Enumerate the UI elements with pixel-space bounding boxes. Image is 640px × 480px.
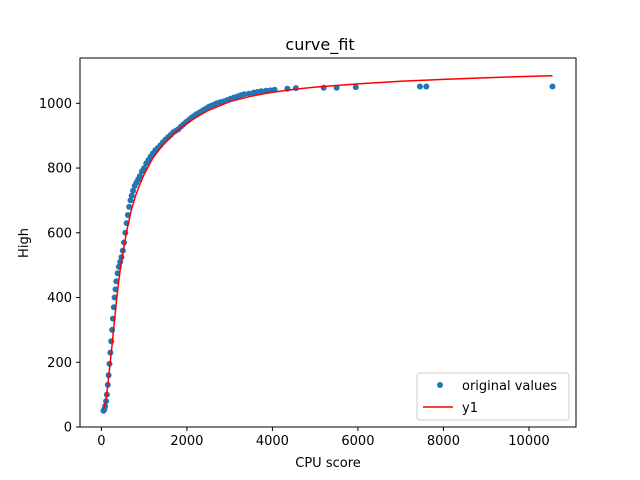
plot-area — [100, 75, 556, 414]
x-axis-title: CPU score — [295, 456, 361, 471]
y-tick-label: 0 — [64, 421, 72, 436]
legend-box — [416, 372, 570, 421]
data-point — [549, 83, 556, 90]
data-point — [352, 84, 359, 91]
x-axis: 0 2000 4000 6000 8000 10000 — [97, 427, 550, 449]
data-point — [241, 91, 248, 98]
y-axis-title: High — [17, 228, 32, 258]
y-tick-label: 800 — [47, 162, 72, 177]
chart-title: curve_fit — [285, 35, 354, 55]
y-axis: 0 200 400 600 800 1000 — [39, 97, 80, 436]
data-point — [126, 203, 133, 210]
x-tick-label: 10000 — [508, 434, 549, 449]
data-point — [245, 90, 252, 97]
data-point — [141, 165, 148, 172]
data-point — [136, 173, 143, 180]
data-point — [258, 88, 265, 95]
data-point — [130, 187, 136, 194]
x-tick-label: 6000 — [341, 434, 374, 449]
x-tick-label: 4000 — [256, 434, 289, 449]
legend: original values y1 — [416, 372, 570, 421]
y-tick-label: 1000 — [39, 97, 72, 112]
legend-label-original-values: original values — [462, 379, 557, 394]
y-tick-label: 600 — [47, 226, 72, 241]
y-tick-label: 400 — [47, 291, 72, 306]
data-point — [128, 192, 135, 199]
data-point — [423, 83, 430, 90]
x-tick-label: 8000 — [427, 434, 460, 449]
series-line-y1 — [102, 75, 553, 410]
data-point — [416, 83, 423, 90]
legend-marker-original-values — [437, 382, 443, 388]
axes-frame — [79, 57, 577, 428]
data-point — [292, 85, 299, 92]
x-tick-label: 2000 — [170, 434, 203, 449]
legend-label-y1: y1 — [462, 401, 478, 416]
x-tick-label: 0 — [97, 434, 105, 449]
data-point — [263, 87, 269, 94]
data-point — [127, 197, 134, 204]
y-tick-label: 200 — [47, 356, 72, 371]
